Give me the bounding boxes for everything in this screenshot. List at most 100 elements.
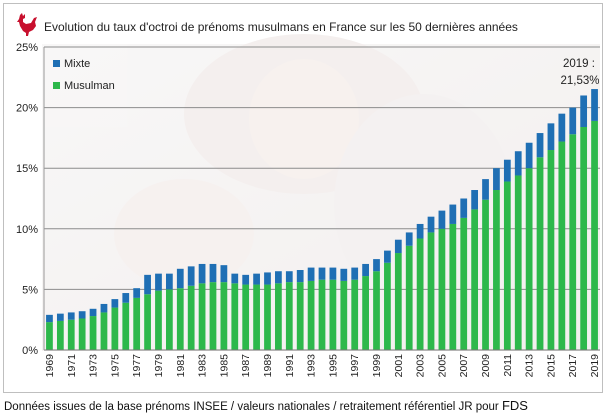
bar-mixte	[384, 250, 391, 263]
annotation: 2019 : 21,53%	[560, 58, 599, 87]
x-tick-label: 1987	[240, 354, 252, 378]
bar-musulman	[503, 181, 511, 350]
bar-mixte	[46, 314, 53, 323]
x-tick-label: 1989	[262, 354, 274, 378]
bar-mixte	[176, 268, 184, 289]
legend-swatch	[53, 60, 60, 67]
bar-mixte	[133, 288, 141, 298]
x-tick-label: 1973	[88, 354, 100, 378]
bar-mixte	[209, 263, 217, 283]
bar-musulman	[394, 253, 402, 350]
y-tick-label: 5%	[22, 284, 38, 296]
chart-title: Evolution du taux d'octroi de prénoms mu…	[44, 20, 518, 34]
x-tick-label: 2007	[458, 354, 470, 378]
x-tick-label: 1995	[327, 354, 339, 378]
legend-label: Musulman	[64, 80, 115, 92]
bar-musulman	[209, 282, 217, 350]
y-tick-label: 10%	[16, 224, 38, 236]
bar-mixte	[493, 168, 500, 191]
bar-musulman	[198, 283, 206, 350]
chart-frame: 0% 5% 10% 15% 20% 25% 1969 1971 1973 1975 1977 1979…	[3, 3, 603, 393]
y-tick-label: 0%	[22, 345, 38, 357]
bar-mixte	[438, 210, 446, 229]
x-tick-label: 2019	[589, 354, 601, 378]
bar-mixte	[144, 274, 151, 295]
bar-musulman	[514, 175, 522, 350]
bar-musulman	[111, 307, 119, 350]
chart-canvas: 0% 5% 10% 15% 20% 25% 1969 1971 1973 1975 1977 1979…	[16, 34, 601, 378]
bar-mixte	[231, 273, 239, 284]
bar-mixte	[275, 271, 282, 284]
bar-mixte	[525, 142, 533, 169]
bar-musulman	[547, 150, 555, 350]
bar-mixte	[394, 239, 402, 254]
x-tick-label: 1981	[175, 354, 187, 378]
x-tick-label: 1985	[218, 354, 230, 378]
legend-label: Mixte	[64, 58, 90, 70]
x-tick-label: 1975	[109, 354, 121, 378]
legend-swatch	[53, 82, 60, 89]
bar-mixte	[307, 267, 315, 281]
bar-mixte	[198, 263, 206, 284]
bar-mixte	[264, 272, 271, 285]
annotation-line1: 2019 :	[563, 58, 595, 70]
bar-musulman	[405, 245, 413, 350]
bar-musulman	[307, 280, 315, 350]
y-tick-label: 25%	[16, 42, 38, 54]
bar-musulman	[56, 320, 64, 350]
bar-mixte	[362, 263, 369, 277]
bar-musulman	[285, 282, 293, 350]
bar-musulman	[46, 322, 53, 350]
rooster-logo-icon	[17, 13, 37, 36]
bar-musulman	[558, 141, 566, 350]
bar-mixte	[220, 265, 228, 283]
bar-mixte	[56, 313, 64, 321]
bar-mixte	[111, 299, 119, 308]
bar-mixte	[122, 293, 130, 303]
bar-mixte	[351, 267, 359, 280]
bar-musulman	[329, 279, 337, 350]
footer-caption: Données issues de la base prénoms INSEE …	[4, 398, 528, 413]
legend: Mixte Musulman	[53, 58, 115, 92]
bar-musulman	[165, 289, 173, 350]
bar-mixte	[187, 266, 195, 286]
bar-musulman	[351, 279, 359, 350]
bar-mixte	[285, 271, 293, 283]
bar-mixte	[296, 270, 304, 283]
bar-musulman	[242, 284, 250, 350]
bar-mixte	[427, 216, 435, 233]
bar-mixte	[373, 259, 380, 272]
bar-mixte	[318, 267, 326, 280]
x-tick-label: 2005	[436, 354, 448, 378]
bar-musulman	[471, 209, 479, 350]
annotation-value: 21,53%	[560, 75, 599, 87]
bar-mixte	[340, 268, 348, 281]
bar-mixte	[67, 312, 75, 320]
bar-musulman	[187, 285, 195, 350]
bar-mixte	[580, 95, 588, 127]
bar-musulman	[493, 190, 500, 350]
bar-musulman	[416, 238, 424, 350]
bar-musulman	[340, 280, 348, 350]
bar-mixte	[253, 273, 260, 285]
footer-brand: FDS	[501, 398, 528, 413]
bar-mixte	[100, 303, 108, 313]
bar-mixte	[416, 223, 424, 239]
bar-musulman	[569, 134, 577, 350]
bar-musulman	[155, 290, 162, 350]
bar-musulman	[122, 302, 130, 350]
bar-musulman	[580, 126, 588, 350]
bar-mixte	[405, 232, 413, 246]
bar-mixte	[242, 274, 250, 285]
bar-musulman	[591, 120, 598, 350]
bar-musulman	[449, 223, 457, 350]
y-tick-label: 15%	[16, 163, 38, 175]
bar-mixte	[503, 159, 511, 182]
bar-musulman	[89, 316, 97, 350]
x-tick-label: 1977	[131, 354, 143, 378]
bar-mixte	[547, 123, 555, 151]
bar-musulman	[275, 283, 282, 350]
bar-musulman	[384, 262, 391, 350]
bar-musulman	[144, 294, 151, 350]
bar-mixte	[89, 308, 97, 317]
